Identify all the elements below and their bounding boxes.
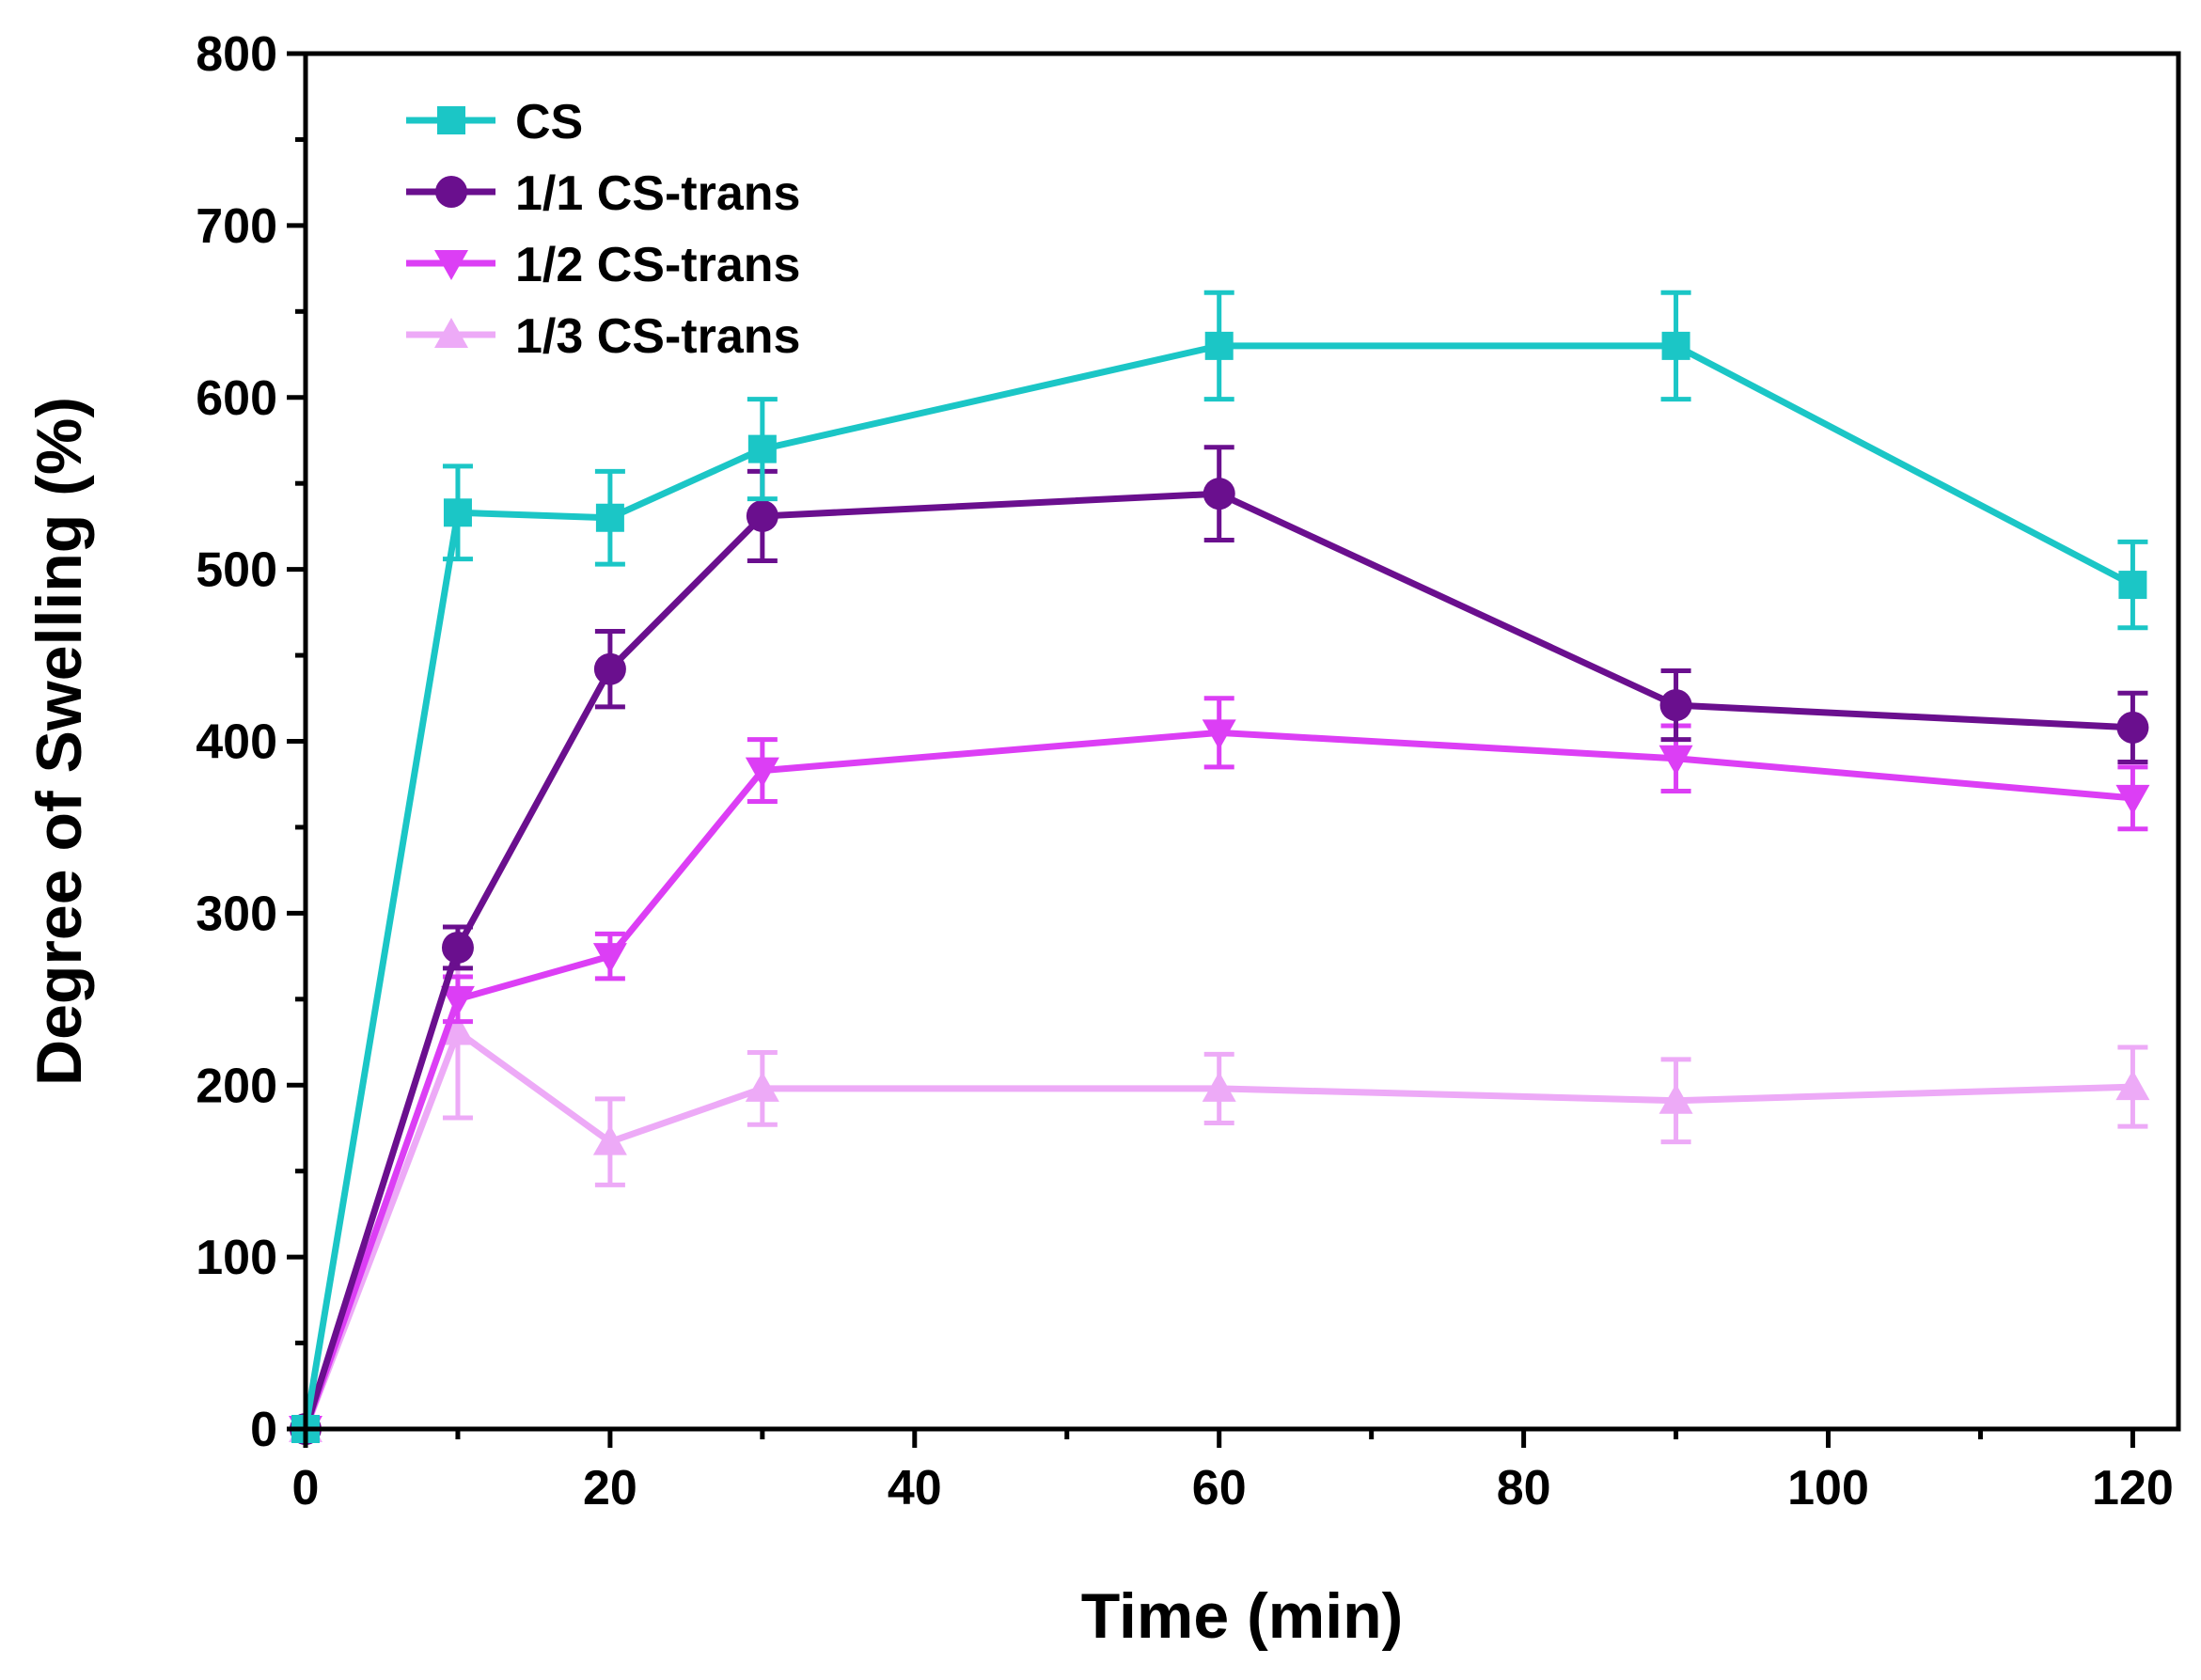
- y-tick-label: 0: [250, 1403, 277, 1457]
- data-point: [747, 434, 777, 463]
- y-tick-label: 400: [196, 715, 277, 770]
- y-tick-label: 600: [196, 371, 277, 426]
- x-tick-label: 40: [888, 1461, 942, 1515]
- data-point: [1203, 478, 1235, 510]
- data-point: [592, 1124, 627, 1155]
- y-tick-label: 800: [196, 27, 277, 82]
- data-point: [745, 757, 779, 788]
- legend-marker: [434, 318, 468, 348]
- y-tick-label: 300: [196, 887, 277, 941]
- data-point: [2116, 711, 2149, 744]
- y-tick-label: 100: [196, 1231, 277, 1285]
- legend-label: 1/3 CS-trans: [515, 309, 800, 364]
- x-tick-label: 20: [583, 1461, 637, 1515]
- legend-marker: [435, 176, 467, 208]
- data-point: [441, 931, 474, 964]
- data-point: [746, 499, 778, 532]
- data-point: [1659, 1083, 1693, 1114]
- legend-entry: CS: [406, 95, 583, 149]
- legend-marker: [434, 250, 468, 280]
- y-tick-label: 500: [196, 543, 277, 598]
- data-point: [2118, 571, 2147, 600]
- legend-label: 1/2 CS-trans: [515, 238, 800, 292]
- legend-marker: [437, 106, 465, 134]
- series-1-2-cs-trans: [289, 696, 2150, 1446]
- series-cs: [291, 290, 2148, 1443]
- data-point: [443, 498, 472, 527]
- series-layer: [289, 290, 2150, 1446]
- data-point: [592, 943, 627, 974]
- x-tick-label: 120: [2092, 1461, 2174, 1515]
- data-point: [1204, 331, 1234, 360]
- y-axis-title: Degree of Swelling (%): [24, 397, 95, 1086]
- data-point: [595, 503, 624, 532]
- data-point: [1659, 745, 1693, 776]
- data-point: [2115, 1070, 2150, 1101]
- y-tick-label: 700: [196, 199, 277, 254]
- x-tick-label: 0: [292, 1461, 320, 1515]
- x-tick-label: 100: [1787, 1461, 1869, 1515]
- data-point: [1659, 689, 1692, 722]
- x-tick-label: 80: [1497, 1461, 1551, 1515]
- data-point: [440, 1014, 475, 1045]
- x-tick-label: 60: [1192, 1461, 1247, 1515]
- y-tick-label: 200: [196, 1059, 277, 1113]
- data-point: [1661, 331, 1690, 360]
- data-point: [1202, 719, 1236, 750]
- legend: CS 1/1 CS-trans 1/2 CS-trans 1/3 CS-trans: [406, 95, 800, 364]
- data-point: [1202, 1071, 1236, 1102]
- axis-ticks: 0 20 40 60 80 100 120 0 100 200 300 400 500 600 700 800: [196, 27, 2174, 1515]
- legend-entry: 1/3 CS-trans: [406, 309, 800, 364]
- data-point: [593, 652, 626, 685]
- data-point: [2115, 784, 2150, 815]
- legend-entry: 1/2 CS-trans: [406, 238, 800, 292]
- legend-entry: 1/1 CS-trans: [406, 166, 800, 221]
- legend-label: 1/1 CS-trans: [515, 166, 800, 221]
- data-point: [745, 1071, 779, 1102]
- data-point: [440, 985, 475, 1016]
- x-axis-title: Time (min): [1081, 1580, 1404, 1652]
- legend-label: CS: [515, 95, 583, 149]
